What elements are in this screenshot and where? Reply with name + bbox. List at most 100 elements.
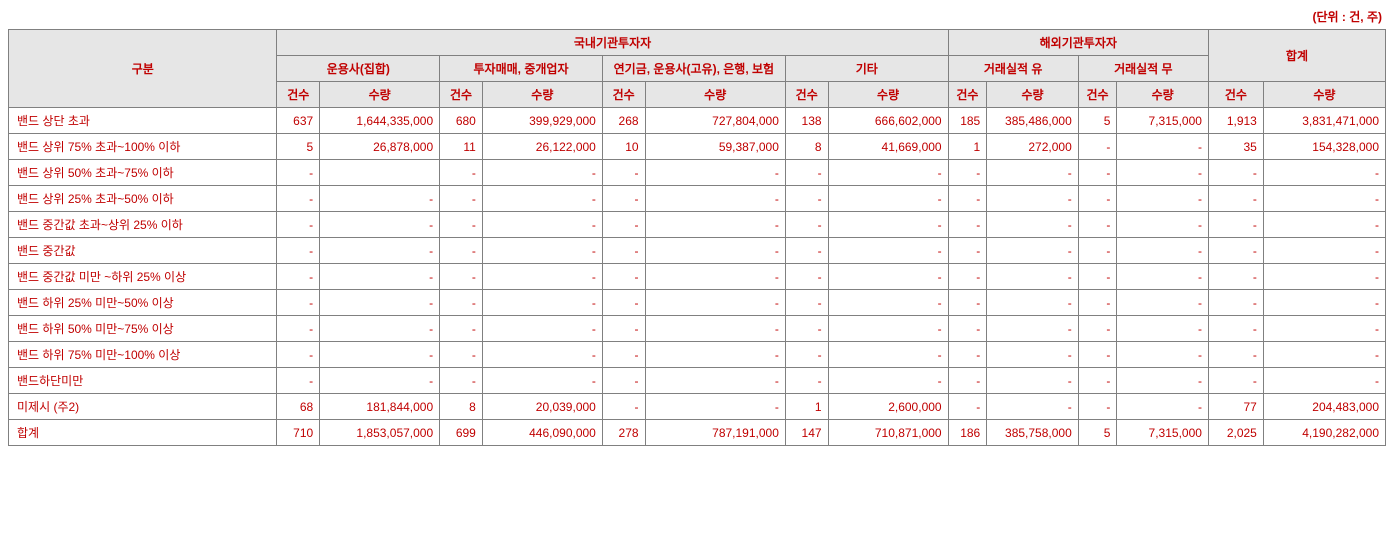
cell-c2: -: [602, 238, 645, 264]
table-row: 밴드 상위 25% 초과~50% 이하--------------: [9, 186, 1386, 212]
cell-q4: -: [987, 160, 1079, 186]
cell-c4: 1: [948, 134, 987, 160]
cell-c4: -: [948, 342, 987, 368]
header-qty: 수량: [645, 82, 785, 108]
cell-q0: -: [320, 212, 440, 238]
cell-q0: [320, 160, 440, 186]
header-qty: 수량: [320, 82, 440, 108]
table-row: 밴드 하위 25% 미만~50% 이상--------------: [9, 290, 1386, 316]
cell-q5: -: [1117, 264, 1209, 290]
cell-q3: -: [828, 316, 948, 342]
header-f1: 거래실적 유: [948, 56, 1078, 82]
cell-tc: 1,913: [1208, 108, 1263, 134]
cell-q5: -: [1117, 160, 1209, 186]
cell-c4: -: [948, 238, 987, 264]
cell-q2: 59,387,000: [645, 134, 785, 160]
cell-q0: -: [320, 264, 440, 290]
cell-c2: -: [602, 186, 645, 212]
header-cnt: 건수: [1208, 82, 1263, 108]
cell-q0: 181,844,000: [320, 394, 440, 420]
header-cnt: 건수: [1078, 82, 1117, 108]
cell-q0: 1,853,057,000: [320, 420, 440, 446]
cell-q3: 2,600,000: [828, 394, 948, 420]
cell-tq: -: [1263, 238, 1385, 264]
cell-q5: -: [1117, 342, 1209, 368]
cell-q5: -: [1117, 394, 1209, 420]
cell-c5: 5: [1078, 420, 1117, 446]
cell-q3: -: [828, 290, 948, 316]
cell-q4: -: [987, 186, 1079, 212]
cell-c2: 10: [602, 134, 645, 160]
cell-c0: -: [277, 342, 320, 368]
cell-c4: -: [948, 160, 987, 186]
header-cnt: 건수: [277, 82, 320, 108]
cell-c2: 268: [602, 108, 645, 134]
cell-q0: -: [320, 368, 440, 394]
cell-q5: 7,315,000: [1117, 420, 1209, 446]
cell-c4: -: [948, 264, 987, 290]
cell-q5: -: [1117, 290, 1209, 316]
cell-c0: -: [277, 186, 320, 212]
cell-q1: -: [482, 238, 602, 264]
cell-q1: -: [482, 342, 602, 368]
cell-c4: -: [948, 316, 987, 342]
cell-c1: 699: [440, 420, 483, 446]
cell-q5: -: [1117, 134, 1209, 160]
cell-tc: 35: [1208, 134, 1263, 160]
cell-q0: -: [320, 316, 440, 342]
cell-c1: -: [440, 316, 483, 342]
cell-q1: -: [482, 212, 602, 238]
cell-q2: -: [645, 186, 785, 212]
cell-c3: 147: [785, 420, 828, 446]
cell-q1: 26,122,000: [482, 134, 602, 160]
cell-c5: -: [1078, 264, 1117, 290]
cell-q2: 727,804,000: [645, 108, 785, 134]
cell-q5: -: [1117, 186, 1209, 212]
data-table: 구분 국내기관투자자 해외기관투자자 합계 운용사(집합) 투자매매, 중개업자…: [8, 29, 1386, 446]
cell-c5: -: [1078, 368, 1117, 394]
header-g3: 연기금, 운용사(고유), 은행, 보험: [602, 56, 785, 82]
cell-tc: -: [1208, 290, 1263, 316]
cell-q1: 446,090,000: [482, 420, 602, 446]
row-label: 밴드 상단 초과: [9, 108, 277, 134]
cell-c5: -: [1078, 394, 1117, 420]
cell-c5: -: [1078, 316, 1117, 342]
cell-q2: -: [645, 394, 785, 420]
cell-tc: -: [1208, 342, 1263, 368]
cell-tq: -: [1263, 316, 1385, 342]
row-label: 밴드 중간값 초과~상위 25% 이하: [9, 212, 277, 238]
row-label: 밴드 상위 75% 초과~100% 이하: [9, 134, 277, 160]
cell-q3: 710,871,000: [828, 420, 948, 446]
row-label: 밴드 하위 75% 미만~100% 이상: [9, 342, 277, 368]
header-total: 합계: [1208, 30, 1385, 82]
cell-tq: 154,328,000: [1263, 134, 1385, 160]
header-g2: 투자매매, 중개업자: [440, 56, 603, 82]
cell-c1: -: [440, 186, 483, 212]
cell-q4: -: [987, 368, 1079, 394]
cell-tc: -: [1208, 368, 1263, 394]
header-cnt: 건수: [440, 82, 483, 108]
cell-q1: 399,929,000: [482, 108, 602, 134]
cell-q0: -: [320, 290, 440, 316]
row-label: 미제시 (주2): [9, 394, 277, 420]
cell-c2: -: [602, 342, 645, 368]
cell-c4: -: [948, 212, 987, 238]
cell-q3: -: [828, 368, 948, 394]
cell-q1: 20,039,000: [482, 394, 602, 420]
cell-c4: -: [948, 290, 987, 316]
cell-q4: 272,000: [987, 134, 1079, 160]
cell-q1: -: [482, 186, 602, 212]
cell-c3: -: [785, 368, 828, 394]
header-qty: 수량: [987, 82, 1079, 108]
cell-q0: -: [320, 186, 440, 212]
cell-c0: 637: [277, 108, 320, 134]
cell-q0: -: [320, 238, 440, 264]
cell-c5: -: [1078, 290, 1117, 316]
cell-q2: -: [645, 316, 785, 342]
cell-c3: 138: [785, 108, 828, 134]
cell-q4: -: [987, 264, 1079, 290]
cell-c0: -: [277, 316, 320, 342]
cell-tq: -: [1263, 212, 1385, 238]
cell-q2: -: [645, 160, 785, 186]
cell-c0: 68: [277, 394, 320, 420]
